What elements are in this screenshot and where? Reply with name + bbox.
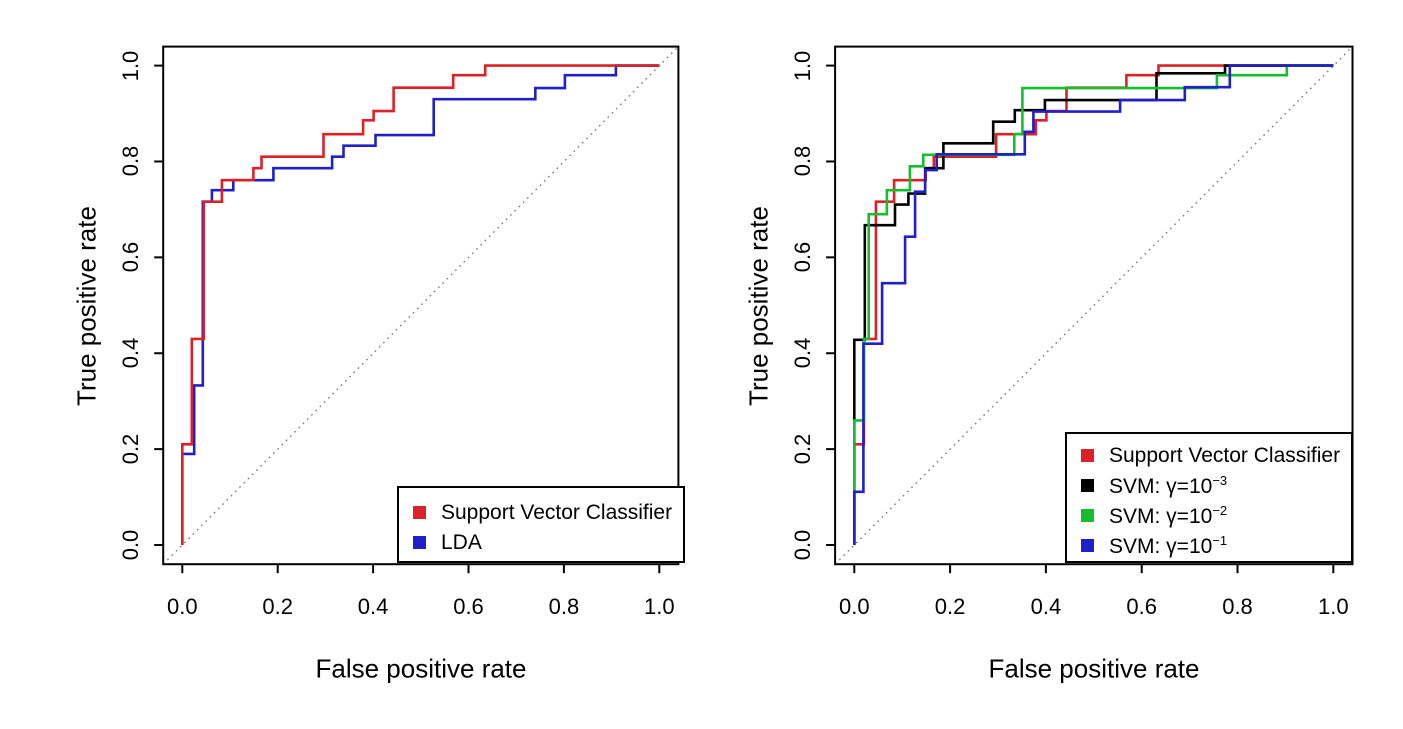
legend-swatch-icon: [1081, 538, 1094, 552]
legend-swatch-icon: [413, 505, 426, 519]
y-tick-label: 0.6: [790, 242, 815, 273]
plot-box: [162, 45, 680, 566]
y-axis-title-right: True positive rate: [743, 206, 774, 406]
x-tick-label: 0.2: [262, 594, 293, 619]
y-tick-label: 1.0: [790, 50, 815, 81]
x-tick-label: 0.2: [934, 594, 966, 619]
legend-entry-label: LDA: [441, 530, 482, 554]
roc-curve-svm-10-1: [853, 64, 1334, 545]
x-tick-label: 0.4: [1030, 594, 1062, 619]
legend-exponent: −2: [1212, 502, 1228, 518]
y-axis-title-left: True positive rate: [71, 206, 102, 406]
legend-entry: LDA: [413, 527, 683, 557]
legend-swatch-icon: [1081, 478, 1094, 492]
y-tick-label: 0.8: [790, 146, 815, 177]
legend-entry: Support Vector Classifier: [1081, 440, 1351, 470]
legend-entry-label: SVM: γ=10−1: [1109, 532, 1228, 558]
x-tick-label: 1.0: [644, 594, 675, 619]
legend-entry: Support Vector Classifier: [413, 497, 683, 527]
y-tick-label: 0.6: [118, 242, 143, 273]
x-tick-label: 0.8: [1222, 594, 1253, 619]
roc-curve-lda: [181, 64, 660, 545]
roc-curve-support-vector-classifier: [181, 64, 660, 545]
legend-exponent: −1: [1212, 532, 1228, 548]
y-tick-label: 0.0: [118, 529, 143, 561]
x-tick-label: 0.8: [548, 594, 580, 619]
legend-exponent: −3: [1212, 472, 1228, 488]
legend-box-right: Support Vector Classifier SVM: γ=10−3 SVM:…: [1065, 432, 1353, 563]
legend-entry-label: Support Vector Classifier: [1109, 443, 1341, 467]
legend-entry-label: Support Vector Classifier: [441, 500, 673, 524]
plot-box: [834, 45, 1354, 566]
legend-entry: SVM: γ=10−2: [1081, 500, 1351, 530]
x-tick-label: 0.6: [453, 594, 484, 619]
y-tick-label: 0.0: [790, 529, 815, 561]
x-tick-label: 0.0: [167, 594, 198, 619]
y-tick-label: 0.4: [118, 337, 143, 369]
legend-entry: SVM: γ=10−1: [1081, 530, 1351, 560]
legend-swatch-icon: [413, 535, 426, 549]
roc-curve-svm-10-3: [853, 64, 1334, 545]
x-axis-title-left: False positive rate: [315, 653, 527, 684]
x-tick-label: 0.4: [357, 594, 389, 619]
legend-swatch-icon: [1081, 448, 1094, 462]
y-tick-label: 1.0: [118, 50, 143, 81]
x-tick-label: 0.0: [839, 594, 870, 619]
legend-entry-label: SVM: γ=10−2: [1109, 502, 1228, 528]
x-axis-title-right: False positive rate: [988, 653, 1200, 684]
legend-entry: SVM: γ=10−3: [1081, 470, 1351, 500]
y-tick-label: 0.2: [790, 433, 815, 465]
x-tick-label: 1.0: [1318, 594, 1349, 619]
roc-curve-svm-10-2: [853, 64, 1334, 545]
legend-swatch-icon: [1081, 508, 1094, 522]
y-tick-label: 0.4: [790, 337, 815, 369]
x-tick-label: 0.6: [1126, 594, 1157, 619]
y-tick-label: 0.2: [118, 433, 143, 465]
legend-box-left: Support Vector Classifier LDA: [397, 486, 685, 563]
legend-entry-label: SVM: γ=10−3: [1109, 472, 1228, 498]
y-tick-label: 0.8: [118, 146, 143, 177]
